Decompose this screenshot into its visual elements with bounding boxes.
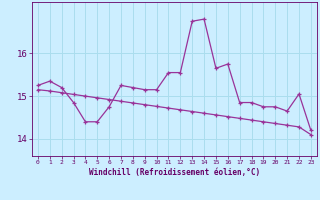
X-axis label: Windchill (Refroidissement éolien,°C): Windchill (Refroidissement éolien,°C) — [89, 168, 260, 177]
